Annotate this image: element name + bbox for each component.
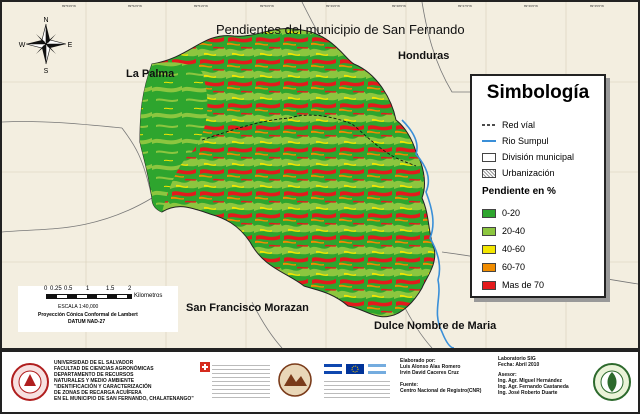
map-frame: N S E W 89°53'0"W 89°52'0"W 89°51'0"W 89°50…	[0, 0, 640, 350]
elaborado-label: Elaborado por:	[400, 358, 436, 364]
legend-class-60-70: 60-70	[482, 262, 525, 272]
north-arrow-icon: N S E W	[19, 17, 73, 75]
scale-num: 0.25	[50, 286, 62, 292]
swiss-flag-icon	[200, 362, 210, 372]
map-canvas: N S E W	[2, 2, 638, 348]
coordinate-tick: 89°49'0"W	[326, 4, 341, 8]
swatch-red-icon	[482, 280, 496, 290]
project-emblem-icon	[278, 363, 312, 397]
svg-text:S: S	[44, 68, 49, 75]
legend-label-river: Rio Sumpul	[502, 136, 549, 146]
scale-projection: Proyección Cónica Conformal de Lambert	[38, 312, 138, 318]
elaborado-names: Luis Alonso Alas Romero Irvin David Cace…	[400, 364, 461, 376]
northwest-low-slope	[140, 62, 208, 212]
scale-num: 1.5	[106, 286, 115, 292]
scale-datum: DATUM NAD-27	[68, 319, 106, 325]
faculty-seal-icon	[593, 363, 631, 401]
legend-class-70plus: Mas de 70	[482, 280, 544, 290]
legend-item-river: Rio Sumpul	[482, 136, 549, 146]
slope-title-text: Pendiente en %	[482, 186, 556, 197]
scale-unit: Kilometros	[134, 293, 163, 299]
scale-box: 0 0.25 0.5 1 1.5 2 Kilometros ESCALA 1:4…	[18, 286, 178, 332]
road-network	[201, 114, 417, 167]
scale-bar	[46, 294, 132, 299]
class-label: Mas de 70	[502, 280, 545, 290]
argentina-flag-icon	[368, 364, 386, 374]
university-seal-icon	[11, 363, 49, 401]
label-san-francisco-morazan: San Francisco Morazan	[186, 302, 309, 314]
hatched-box-icon	[482, 168, 496, 178]
label-honduras: Honduras	[398, 50, 450, 62]
class-label: 60-70	[502, 262, 526, 272]
legend-label-urban: Urbanización	[502, 168, 555, 178]
box-icon	[482, 152, 496, 162]
footer-panel: UNIVERSIDAD DE EL SALVADOR FACULTAD DE C…	[0, 350, 640, 414]
class-label: 20-40	[502, 226, 526, 236]
legend-title: Simbología	[486, 82, 590, 103]
class-label: 0-20	[502, 208, 521, 218]
svg-text:E: E	[68, 42, 73, 49]
lab-text: Laboratorio SIG Fecha: Abril 2010	[498, 356, 540, 368]
coordinate-tick: 89°53'0"W	[62, 4, 77, 8]
river-line-icon	[482, 140, 496, 142]
scale-num: 1	[86, 286, 90, 292]
legend-item-urban: Urbanización	[482, 168, 555, 178]
scale-num: 2	[128, 286, 132, 292]
cooperation-logo	[212, 362, 270, 398]
legend-item-road: Red víal	[482, 120, 535, 130]
legend-class-20-40: 20-40	[482, 226, 525, 236]
coordinate-tick: 89°45'0"W	[590, 4, 605, 8]
fuente-label: Fuente:	[400, 382, 419, 388]
dashed-line-icon	[482, 124, 496, 126]
coordinate-tick: 89°52'0"W	[128, 4, 143, 8]
asesor-label: Asesor:	[498, 372, 517, 378]
coordinate-tick: 89°50'0"W	[260, 4, 275, 8]
partners-text-block	[324, 378, 390, 400]
legend-class-0-20: 0-20	[482, 208, 520, 218]
svg-text:W: W	[19, 42, 26, 49]
legend: Simbología Red víal Rio Sumpul División …	[470, 74, 606, 298]
coordinate-tick: 89°48'0"W	[392, 4, 407, 8]
fuente-text: Centro Nacional de Registro(CNR)	[400, 388, 482, 394]
swatch-orange-icon	[482, 262, 496, 272]
legend-label-division: División municipal	[502, 152, 575, 162]
coordinate-tick: 89°47'0"W	[458, 4, 473, 8]
swatch-yellow-icon	[482, 244, 496, 254]
legend-class-40-60: 40-60	[482, 244, 525, 254]
class-label: 40-60	[502, 244, 526, 254]
swatch-green-icon	[482, 208, 496, 218]
svg-text:N: N	[43, 17, 48, 24]
map-title: Pendientes del municipio de San Fernando	[216, 22, 465, 37]
legend-slope-title: Pendiente en %	[482, 186, 556, 197]
scale-num: 0	[44, 286, 48, 292]
legend-label-road: Red víal	[502, 120, 536, 130]
label-dulce-nombre-de-maria: Dulce Nombre de Maria	[374, 320, 497, 332]
university-text: UNIVERSIDAD DE EL SALVADOR FACULTAD DE C…	[54, 360, 194, 402]
asesores-text: Ing. Agr. Miguel Hernández Ing. Agr. Fer…	[498, 378, 569, 396]
scale-num: 0.5	[64, 286, 73, 292]
eu-flag-icon	[346, 364, 364, 374]
river-sumpul	[401, 119, 455, 348]
swatch-lightgreen-icon	[482, 226, 496, 236]
legend-item-division: División municipal	[482, 152, 574, 162]
label-la-palma: La Palma	[126, 68, 175, 80]
salvador-flag-icon	[324, 364, 342, 374]
coordinate-tick: 89°51'0"W	[194, 4, 209, 8]
scale-escala: ESCALA 1:40,000	[58, 304, 99, 310]
coordinate-tick: 89°46'0"W	[524, 4, 539, 8]
